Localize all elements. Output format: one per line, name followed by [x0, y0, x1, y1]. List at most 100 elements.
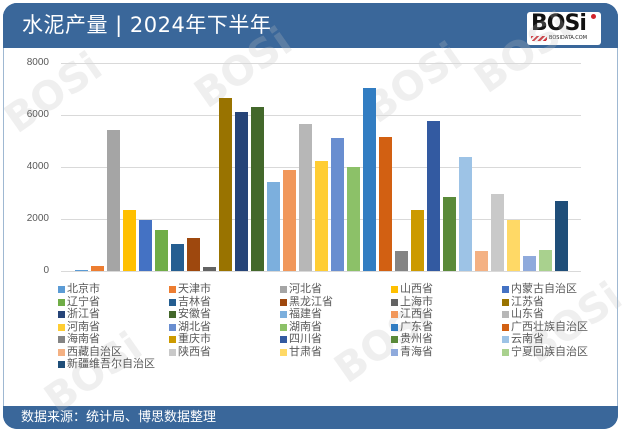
bar-15[interactable]: [299, 123, 312, 271]
legend-label: 山西省: [400, 282, 433, 295]
legend-swatch-icon: [58, 336, 65, 343]
legend-label: 四川省: [289, 332, 322, 345]
legend-label: 西藏自治区: [67, 344, 122, 358]
legend-label: 重庆市: [178, 332, 211, 345]
bar-19[interactable]: [363, 87, 376, 271]
bar-26[interactable]: [475, 250, 488, 271]
legend-label: 天津市: [178, 282, 211, 295]
data-source-note: 数据来源：统计局、博思数据整理: [21, 410, 217, 425]
legend-label: 福建省: [289, 307, 322, 320]
bar-6[interactable]: [155, 229, 168, 271]
legend-swatch-icon: [391, 311, 398, 318]
logo-subtext: BOSIDATA.COM: [549, 35, 588, 41]
legend-label: 贵州省: [400, 332, 433, 345]
legend-swatch-icon: [169, 311, 176, 318]
bar-9[interactable]: [203, 266, 216, 271]
legend-label: 上海市: [400, 294, 433, 308]
bar-11[interactable]: [235, 112, 248, 271]
legend-label: 吉林省: [178, 294, 211, 308]
bar-7[interactable]: [171, 243, 184, 271]
legend-swatch-icon: [502, 298, 509, 306]
legend-label: 江西省: [400, 307, 433, 320]
logo-stripe-icon: [531, 36, 547, 41]
y-tick-label: 2000: [26, 213, 49, 224]
legend-swatch-icon: [280, 311, 287, 318]
legend-swatch-icon: [58, 286, 65, 293]
legend-label: 辽宁省: [67, 294, 100, 308]
bar-4[interactable]: [123, 209, 136, 271]
bar-31[interactable]: [555, 201, 568, 271]
legend-label: 内蒙古自治区: [511, 282, 577, 295]
bar-14[interactable]: [283, 169, 296, 271]
legend-swatch-icon: [502, 336, 509, 343]
bar-20[interactable]: [379, 136, 392, 271]
legend-swatch-icon: [169, 323, 176, 331]
legend-swatch-icon: [280, 298, 287, 306]
bar-28[interactable]: [507, 220, 520, 271]
legend-swatch-icon: [58, 348, 65, 356]
legend-swatch-icon: [502, 348, 509, 356]
legend-swatch-icon: [169, 348, 176, 356]
bar-12[interactable]: [251, 106, 264, 271]
legend-swatch-icon: [169, 286, 176, 293]
logo-text: BOSi: [531, 11, 587, 36]
legend-label: 云南省: [511, 332, 544, 345]
watermark-logo: BOSi: [186, 18, 301, 118]
legend-label: 河北省: [289, 282, 322, 295]
legend-swatch-icon: [58, 311, 65, 318]
legend-label: 北京市: [67, 282, 100, 295]
bar-8[interactable]: [187, 237, 200, 271]
y-tick-label: 8000: [26, 57, 49, 68]
bar-29[interactable]: [523, 255, 536, 271]
watermark-logo: BOSi: [466, 3, 581, 103]
bar-23[interactable]: [427, 120, 440, 271]
y-tick-label: 0: [43, 265, 49, 276]
legend-label: 黑龙江省: [289, 294, 333, 308]
header-bar: 水泥产量 | 2024年下半年 BOSi BOSIDATA.COM: [3, 3, 618, 48]
legend-label: 甘肃省: [289, 344, 322, 358]
legend-label: 湖南省: [289, 319, 322, 333]
bar-25[interactable]: [459, 156, 472, 271]
legend-swatch-icon: [391, 348, 398, 356]
legend-swatch-icon: [391, 336, 398, 343]
footer-bar: 数据来源：统计局、博思数据整理: [3, 406, 618, 429]
legend-swatch-icon: [502, 323, 509, 331]
bar-16[interactable]: [315, 160, 328, 271]
legend-swatch-icon: [169, 336, 176, 343]
legend-swatch-icon: [58, 323, 65, 331]
legend-swatch-icon: [169, 298, 176, 306]
bar-5[interactable]: [139, 219, 152, 271]
legend-swatch-icon: [502, 311, 509, 318]
bar-22[interactable]: [411, 210, 424, 271]
legend-swatch-icon: [58, 298, 65, 306]
bar-24[interactable]: [443, 197, 456, 271]
y-tick-label: 6000: [26, 109, 49, 120]
gridline: [61, 115, 581, 116]
bar-3[interactable]: [107, 130, 120, 271]
y-tick-label: 4000: [26, 161, 49, 172]
legend-label: 安徽省: [178, 307, 211, 320]
legend-swatch-icon: [280, 348, 287, 356]
bar-13[interactable]: [267, 182, 280, 271]
bar-17[interactable]: [331, 138, 344, 271]
gridline: [61, 271, 581, 272]
bar-30[interactable]: [539, 249, 552, 271]
legend-swatch-icon: [280, 336, 287, 343]
bar-2[interactable]: [91, 265, 104, 271]
bar-27[interactable]: [491, 193, 504, 271]
bar-21[interactable]: [395, 250, 408, 271]
legend-swatch-icon: [391, 323, 398, 331]
bar-10[interactable]: [219, 98, 232, 271]
bar-1[interactable]: [75, 269, 88, 271]
bar-18[interactable]: [347, 167, 360, 271]
legend-label: 陕西省: [178, 344, 211, 358]
legend-label: 湖北省: [178, 319, 211, 333]
bosi-logo: BOSi BOSIDATA.COM: [527, 12, 601, 45]
legend-label: 海南省: [67, 332, 100, 345]
legend-label: 青海省: [400, 344, 433, 358]
legend-swatch-icon: [391, 286, 398, 293]
legend-swatch-icon: [280, 323, 287, 331]
legend-swatch-icon: [391, 298, 398, 306]
legend-label: 广西壮族自治区: [511, 319, 588, 333]
